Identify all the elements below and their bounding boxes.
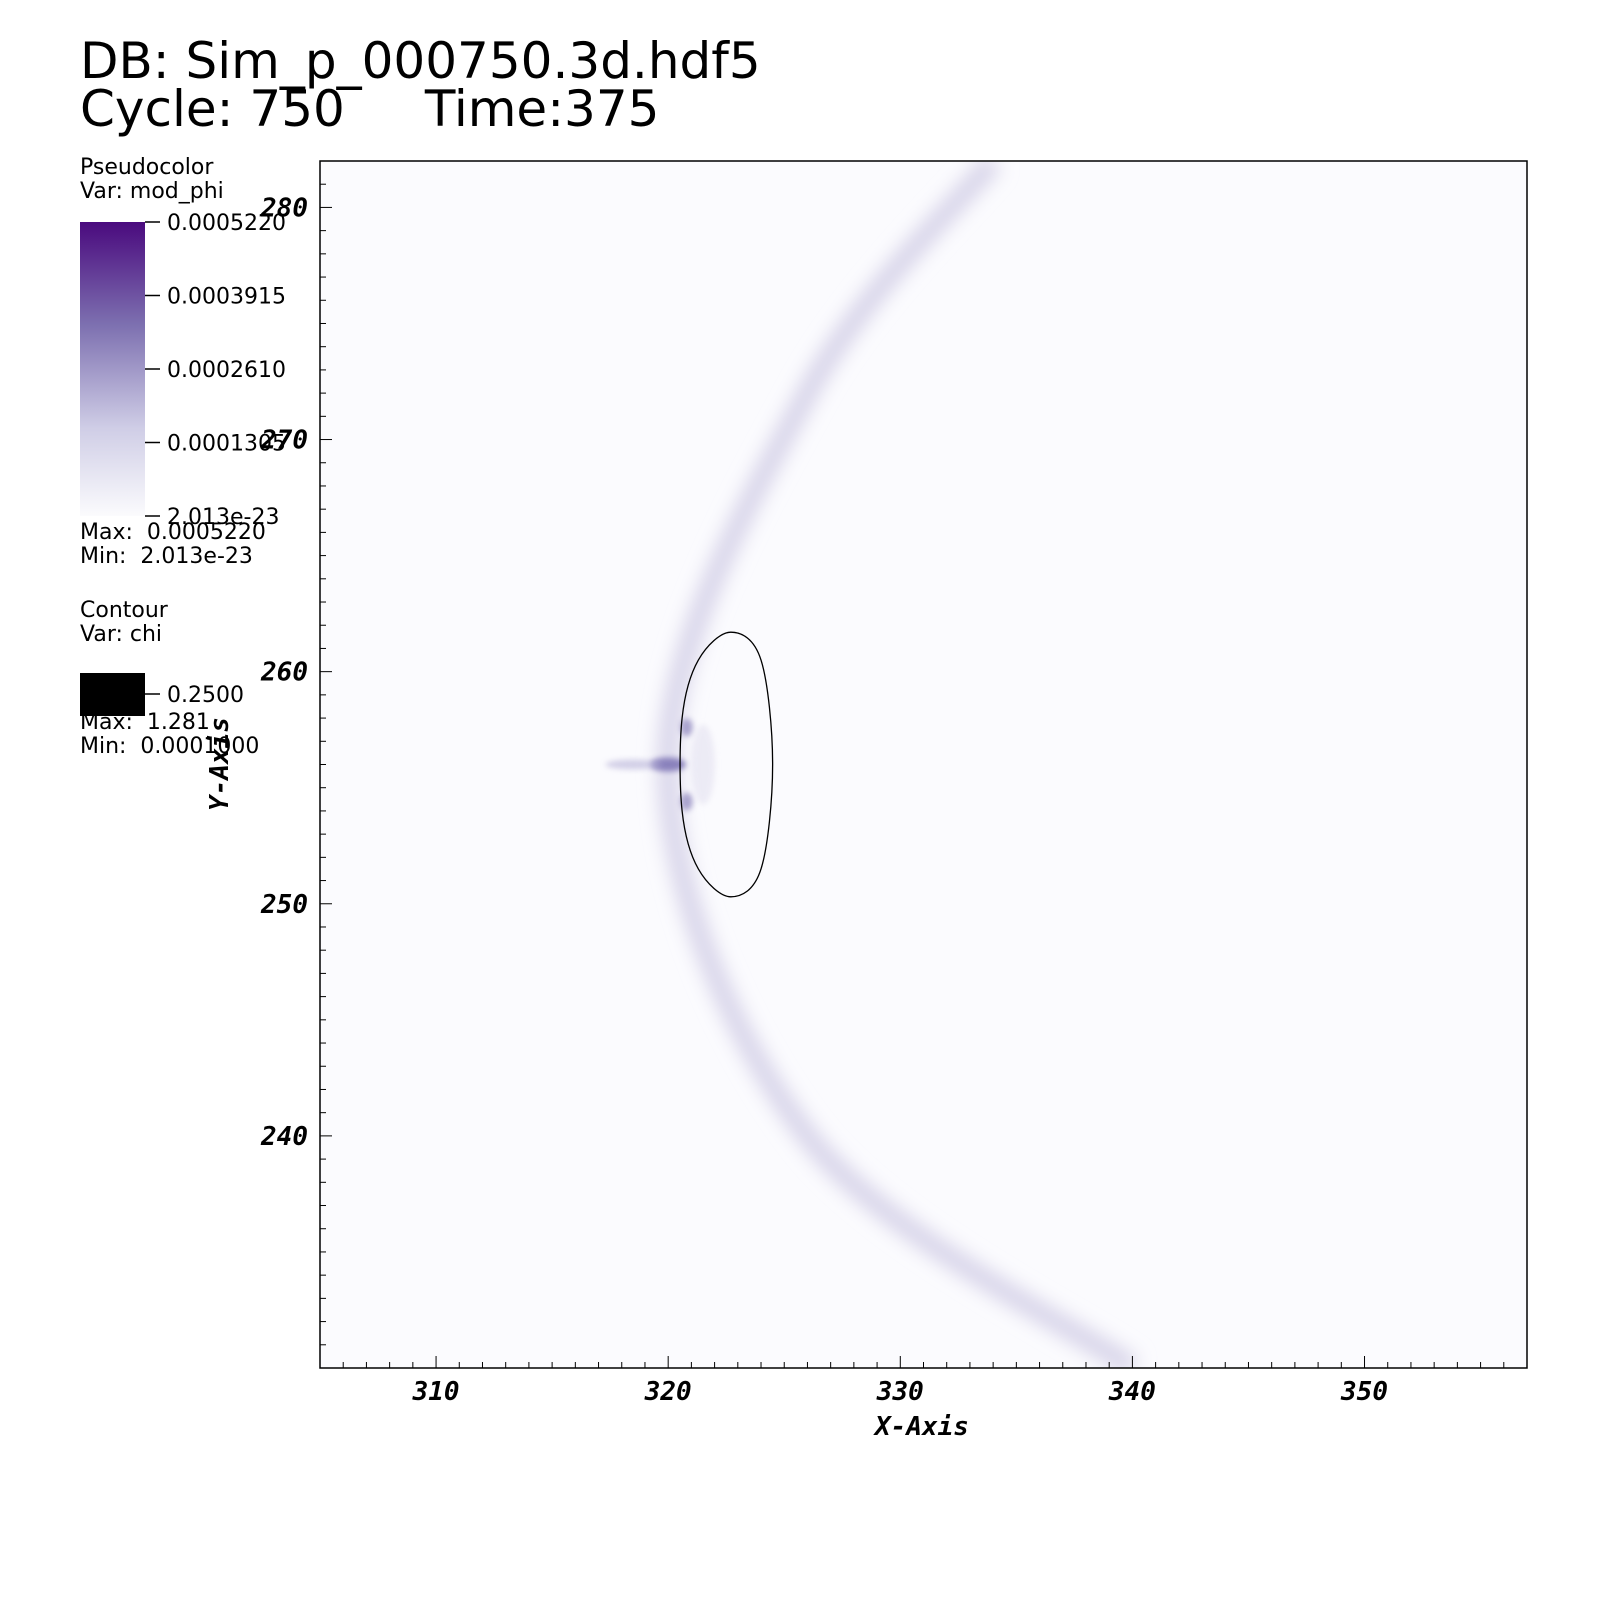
colorbar-tick-label: 0.0003915 [167, 285, 286, 310]
field-hotspot [690, 724, 715, 805]
time-label: Time:375 [424, 80, 660, 138]
colorbar-tick-label: 2.013e-23 [167, 505, 279, 530]
x-axis-label: X-Axis [873, 1412, 969, 1442]
x-tick-label: 310 [412, 1377, 460, 1407]
database-title: DB: Sim_p_000750.3d.hdf5 [80, 32, 761, 90]
contour-legend-title: Contour [80, 598, 168, 623]
colorbar-tick-label: 0.0002610 [167, 358, 286, 383]
field-hotspot [650, 757, 687, 772]
pseudocolor-legend-title: Pseudocolor [80, 155, 214, 180]
plot-background [320, 161, 1527, 1368]
wavefront-field [657, 161, 1139, 1368]
x-tick-label: 350 [1340, 1377, 1388, 1407]
y-tick-label: 280 [260, 193, 308, 223]
field-hotspot [680, 792, 693, 811]
colorbar-tick-label: 0.0001305 [167, 432, 286, 457]
contour-legend-min: Min: 0.0001000 [80, 734, 260, 759]
y-tick-label: 270 [260, 426, 308, 456]
cycle-time-title: Cycle: 750 Time:375 [80, 84, 659, 134]
y-tick-label: 260 [260, 658, 308, 688]
x-tick-label: 320 [644, 1377, 692, 1407]
x-tick-label: 340 [1108, 1377, 1156, 1407]
y-tick-label: 250 [260, 890, 308, 920]
contour-legend-swatch [80, 673, 145, 716]
chi-contour-line [679, 631, 774, 898]
y-axis-label: Y-Axis [205, 717, 235, 811]
pseudocolor-legend-var: Var: mod_phi [80, 179, 224, 204]
field-hotspot [680, 718, 693, 737]
cycle-label: Cycle: 750 [80, 80, 345, 138]
contour-legend-var: Var: chi [80, 622, 163, 647]
pseudocolor-colorbar [80, 222, 145, 516]
pseudocolor-legend-min: Min: 2.013e-23 [80, 544, 253, 569]
x-tick-label: 330 [876, 1377, 924, 1407]
pseudocolor-legend-max: Max: 0.0005220 [80, 520, 266, 545]
contour-legend-level: 0.2500 [167, 683, 244, 708]
y-tick-label: 240 [260, 1122, 308, 1152]
colorbar-tick-label: 0.0005220 [167, 211, 286, 236]
field-hotspot [605, 759, 662, 770]
